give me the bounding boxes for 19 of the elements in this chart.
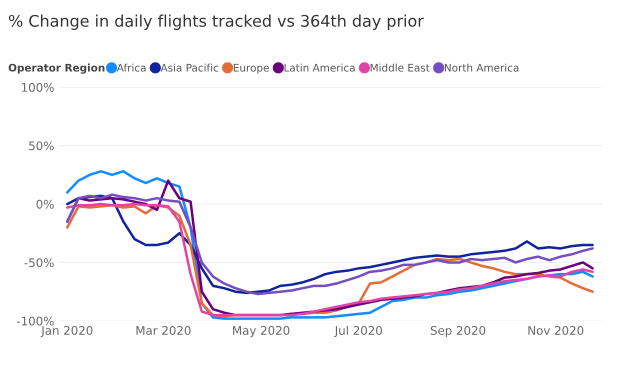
x-tick-label: Nov 2020 (528, 326, 584, 335)
x-tick-label: Jan 2020 (40, 326, 92, 338)
y-tick-label: 100% (22, 82, 54, 92)
x-tick-label: Mar 2020 (136, 326, 191, 335)
legend-label: North America (444, 64, 518, 72)
legend-label: Europe (234, 64, 269, 74)
legend-label: Africa (116, 64, 146, 72)
legend-title: Operator Region (8, 64, 104, 74)
x-tick-label: Sep 2020 (430, 326, 486, 338)
chart-title: % Change in daily flights tracked vs 364th day prior (8, 14, 424, 30)
y-tick-label: -100% (16, 316, 54, 326)
x-tick-label: May 2020 (233, 326, 290, 338)
legend-label: Middle East (370, 64, 430, 72)
y-tick-label: 0% (36, 200, 54, 209)
legend-label: Asia Pacific (160, 64, 218, 72)
y-tick-label: 50% (29, 141, 54, 150)
y-tick-label: -50% (24, 258, 54, 268)
x-tick-label: Jul 2020 (334, 326, 382, 338)
legend-label: Latin America (284, 64, 355, 72)
